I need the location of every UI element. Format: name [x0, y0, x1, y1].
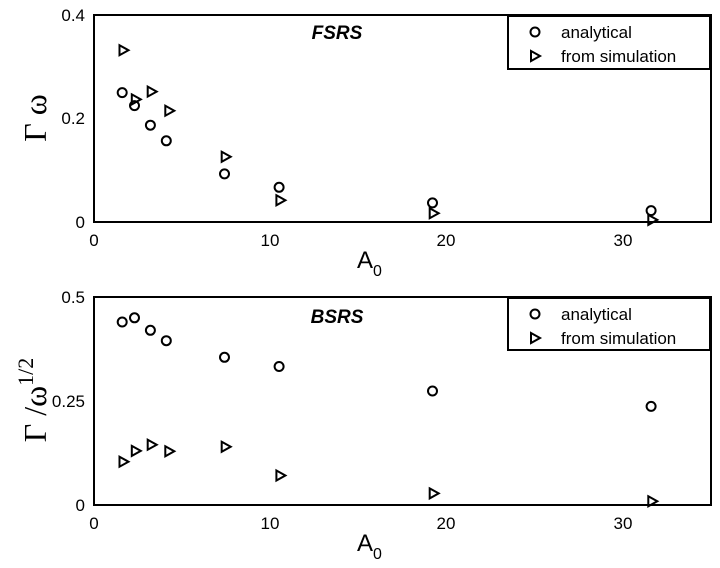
y-tick-0: 0	[76, 213, 85, 232]
legend-box	[507, 297, 711, 351]
y-tick-0-4: 0.4	[61, 6, 85, 25]
x-tick-0: 0	[89, 231, 98, 250]
x-tick-20: 20	[437, 514, 456, 533]
x-axis-label: A0	[357, 247, 382, 280]
data-point-analytical	[427, 385, 438, 397]
chart-title: BSRS	[311, 307, 364, 328]
data-point-analytical	[160, 135, 172, 147]
legend-marker-triangle	[530, 331, 543, 345]
plot-frame-fsrs	[93, 14, 712, 223]
x-tick-10: 10	[261, 514, 280, 533]
legend: analytical from simulation	[507, 297, 711, 351]
x-tick-0: 0	[89, 514, 98, 533]
legend-marker-circle	[529, 26, 541, 38]
data-point-from-simulation	[275, 193, 288, 207]
data-point-analytical	[273, 181, 285, 193]
legend-label-simulation: from simulation	[561, 329, 676, 348]
data-point-analytical	[219, 168, 230, 180]
panel-bsrs: 0 10 20 30 0 0.25 0.5 A0 Γ /ω1/2 BSRS an…	[13, 288, 712, 563]
y-tick-0-2: 0.2	[61, 109, 85, 128]
data-point-analytical	[219, 351, 230, 363]
legend-label-analytical: analytical	[561, 23, 632, 42]
plot-frame-bsrs	[93, 296, 712, 506]
data-point-from-simulation	[647, 494, 660, 508]
legend-marker-circle	[529, 308, 541, 320]
y-tick-0-5: 0.5	[61, 288, 85, 307]
data-point-from-simulation	[146, 438, 159, 452]
data-point-analytical	[144, 119, 156, 131]
data-marks	[116, 312, 660, 508]
data-point-from-simulation	[164, 104, 177, 118]
data-point-from-simulation	[428, 486, 441, 501]
data-point-from-simulation	[164, 444, 177, 458]
y-tick-0-25: 0.25	[52, 392, 85, 411]
data-point-from-simulation	[146, 84, 159, 99]
x-tick-30: 30	[614, 231, 633, 250]
data-point-analytical	[116, 316, 128, 328]
data-point-analytical	[116, 87, 128, 99]
data-point-analytical	[160, 335, 172, 347]
data-point-from-simulation	[428, 206, 441, 220]
x-tick-20: 20	[437, 231, 456, 250]
x-tick-10: 10	[261, 231, 280, 250]
data-point-analytical	[144, 324, 156, 336]
x-axis-label: A0	[357, 530, 382, 563]
chart-title: FSRS	[312, 23, 363, 44]
data-point-from-simulation	[220, 150, 233, 164]
x-tick-30: 30	[614, 514, 633, 533]
data-point-from-simulation	[275, 468, 288, 483]
legend-marker-triangle	[530, 49, 543, 63]
data-point-from-simulation	[220, 440, 233, 454]
data-point-analytical	[129, 100, 140, 112]
panel-fsrs: 0 10 20 30 0 0.2 0.4 A0 Γ ω FSRS analyti…	[17, 6, 712, 280]
y-axis-label: Γ ω	[17, 94, 53, 142]
data-point-analytical	[129, 312, 140, 324]
data-point-analytical	[427, 197, 438, 209]
legend-label-simulation: from simulation	[561, 47, 676, 66]
legend-label-analytical: analytical	[561, 305, 632, 324]
data-point-from-simulation	[118, 43, 131, 57]
data-point-analytical	[273, 361, 285, 372]
legend-box	[507, 15, 711, 70]
data-point-analytical	[645, 400, 657, 412]
legend: analytical from simulation	[507, 15, 711, 70]
data-point-from-simulation	[647, 213, 660, 227]
y-tick-0: 0	[76, 496, 85, 515]
data-point-from-simulation	[130, 444, 143, 458]
data-point-from-simulation	[118, 455, 131, 469]
data-point-analytical	[645, 205, 657, 217]
y-axis-label: Γ /ω1/2	[13, 358, 53, 443]
data-marks	[116, 43, 660, 227]
data-point-from-simulation	[130, 92, 143, 107]
